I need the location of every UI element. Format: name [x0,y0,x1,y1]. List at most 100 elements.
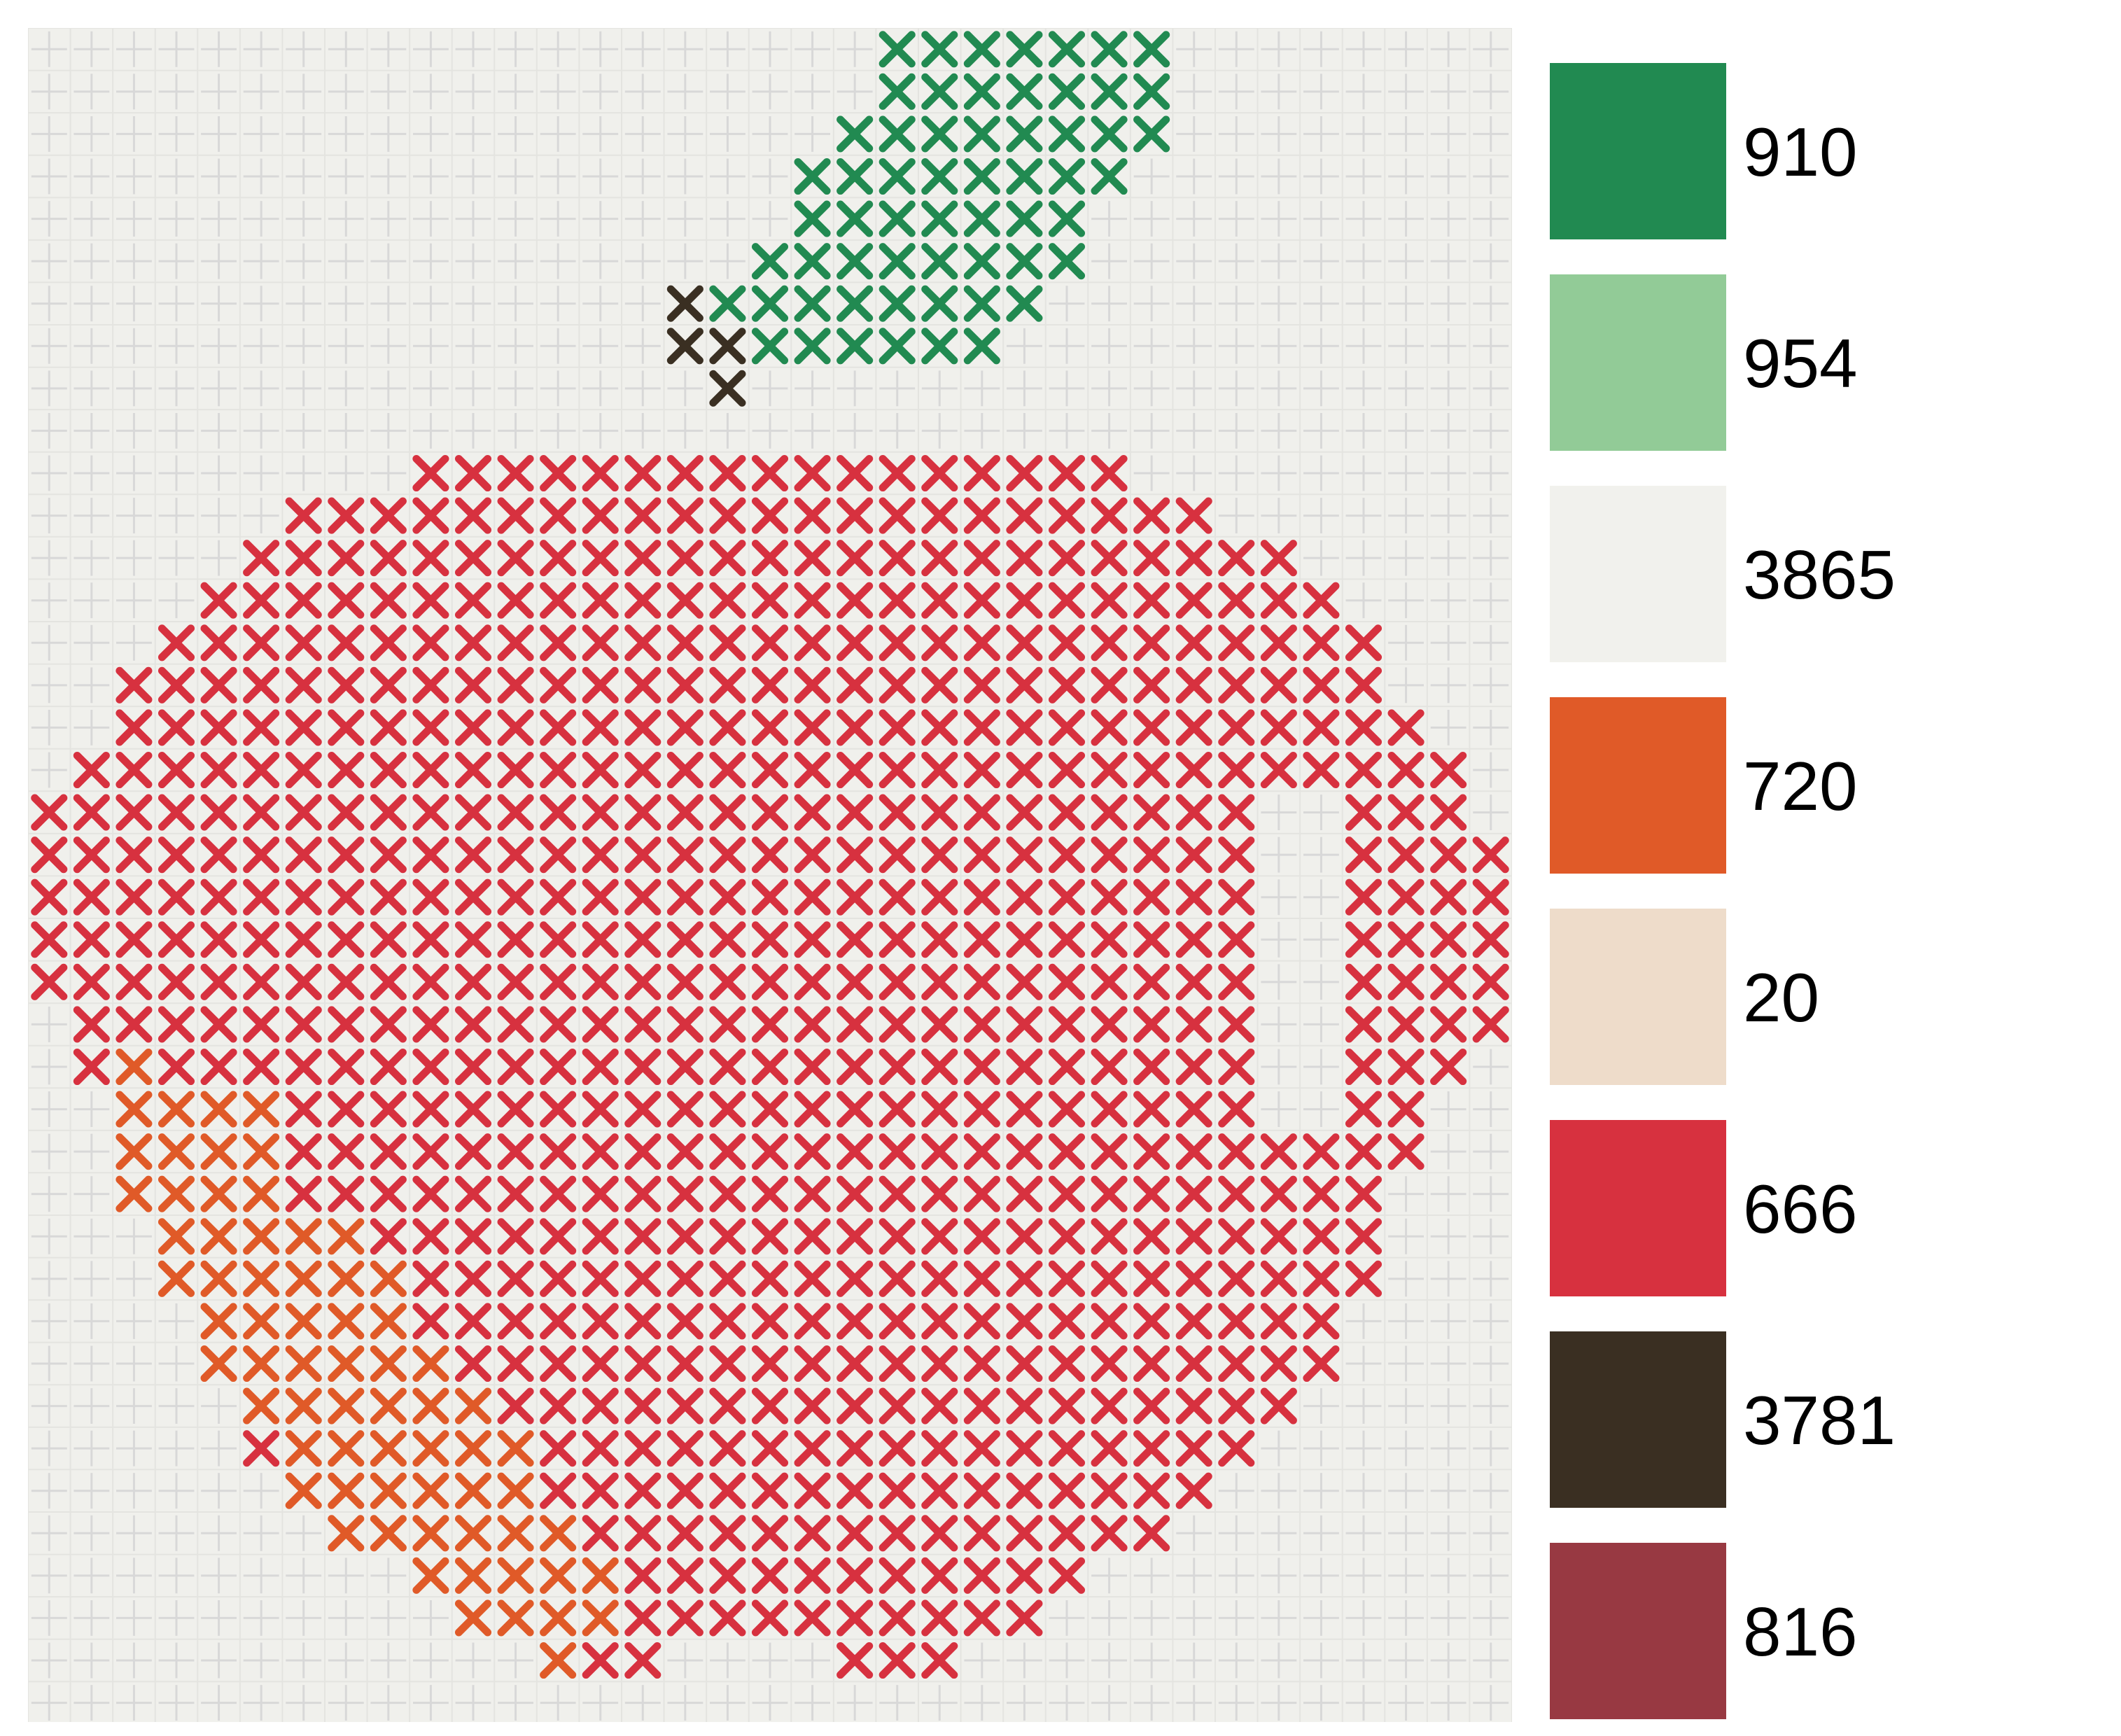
stitch-arm [1472,963,1509,1000]
stitch-arm [1303,624,1340,662]
apple-stitch [1303,1260,1340,1297]
stitch-arm [328,497,365,534]
apple-stitch [1175,666,1212,704]
empty-grid-cell [201,540,237,576]
stitch-arm [540,1345,577,1382]
empty-grid-cell [1006,1685,1042,1721]
stitch-arm [497,1175,534,1212]
apple-stitch [1048,1515,1086,1552]
leaf-stitch [1133,115,1170,153]
apple-stitch [497,1133,534,1170]
empty-grid-cell [1430,1600,1466,1636]
stitch-arm [1048,709,1086,746]
stitch-arm [751,921,789,958]
stitch-arm [836,200,874,237]
stitch-arm [285,1430,322,1467]
empty-grid-cell [1430,455,1466,491]
apple-stitch [497,878,534,916]
empty-grid-cell [158,74,195,110]
stitch-arm [963,540,1000,577]
empty-grid-cell [286,74,322,110]
apple-stitch [751,1557,789,1594]
apple-stitch [1006,836,1043,874]
apple-stitch [751,1133,789,1170]
apple-stitch [709,1345,746,1382]
stitch-arm [1133,1387,1170,1424]
apple-stitch [1091,1133,1128,1170]
empty-grid-cell [1176,370,1212,407]
leaf-stitch [878,73,916,110]
empty-grid-cell [243,1642,279,1679]
stitch-arm [751,624,789,662]
stitch-arm [285,497,322,534]
apple-stitch [963,709,1000,746]
stitch-arm [836,878,874,916]
empty-grid-cell [115,455,152,491]
stitch-arm [115,1048,153,1086]
empty-grid-cell [412,286,449,322]
stitch-arm [582,666,619,704]
apple-stitch [1218,1260,1255,1297]
stitch-arm [751,1006,789,1043]
empty-grid-cell [1218,286,1254,322]
stitch-arm [370,921,407,958]
apple-stitch [1218,1218,1255,1255]
stitch-arm [540,624,577,662]
stitch-arm [878,328,916,365]
apple-stitch [285,666,322,704]
stitch-arm [200,709,237,746]
empty-grid-cell [1261,836,1297,873]
stitch-arm [497,836,534,874]
stitch-arm [582,751,619,789]
stitch-arm [1091,878,1128,916]
apple-stitch [1260,751,1297,789]
stitch-arm [1218,1133,1255,1170]
apple-stitch [1091,454,1128,492]
apple-stitch [1091,709,1128,746]
empty-grid-cell [1006,370,1042,407]
empty-grid-cell [74,1133,110,1170]
leaf-stitch [1091,115,1128,153]
stitch-arm [200,1303,237,1340]
empty-grid-cell [201,1515,237,1551]
stitch-arm [328,1430,365,1467]
empty-grid-cell [455,201,491,237]
apple-stitch [158,666,195,704]
apple-stitch [963,1600,1000,1637]
leaf-stitch [1133,73,1170,110]
stitch-arm [794,1175,831,1212]
stitch-arm [1091,73,1128,110]
stitch-arm [878,1472,916,1509]
apple-stitch [1175,1091,1212,1128]
empty-grid-cell [1388,1515,1424,1551]
apple-stitch [709,1133,746,1170]
apple-stitch [794,751,831,789]
stitch-arm [1218,1303,1255,1340]
apple-stitch [709,1303,746,1340]
empty-grid-cell [1218,1600,1254,1636]
apple-stitch [1175,1133,1212,1170]
empty-grid-cell [1261,31,1297,67]
stitch-arm [1091,115,1128,153]
empty-grid-cell [1261,370,1297,407]
highlight-stitch [243,1091,280,1128]
empty-grid-cell [286,1515,322,1551]
stitch-arm [1218,540,1255,577]
stitch-arm [243,666,280,704]
stitch-arm [751,1430,789,1467]
empty-grid-cell [412,74,449,110]
stitch-arm [1345,836,1382,874]
apple-stitch [243,921,280,958]
empty-grid-cell [1388,1685,1424,1721]
stitch-arm [1430,794,1467,831]
stitch-arm [200,624,237,662]
empty-grid-cell [1261,1091,1297,1128]
stitch-arm [921,624,958,662]
apple-stitch [497,751,534,789]
apple-stitch [1430,921,1467,958]
empty-grid-cell [286,370,322,407]
apple-stitch [328,836,365,874]
stitch-arm [878,1642,916,1679]
apple-stitch [285,1133,322,1170]
stitch-arm [115,666,153,704]
